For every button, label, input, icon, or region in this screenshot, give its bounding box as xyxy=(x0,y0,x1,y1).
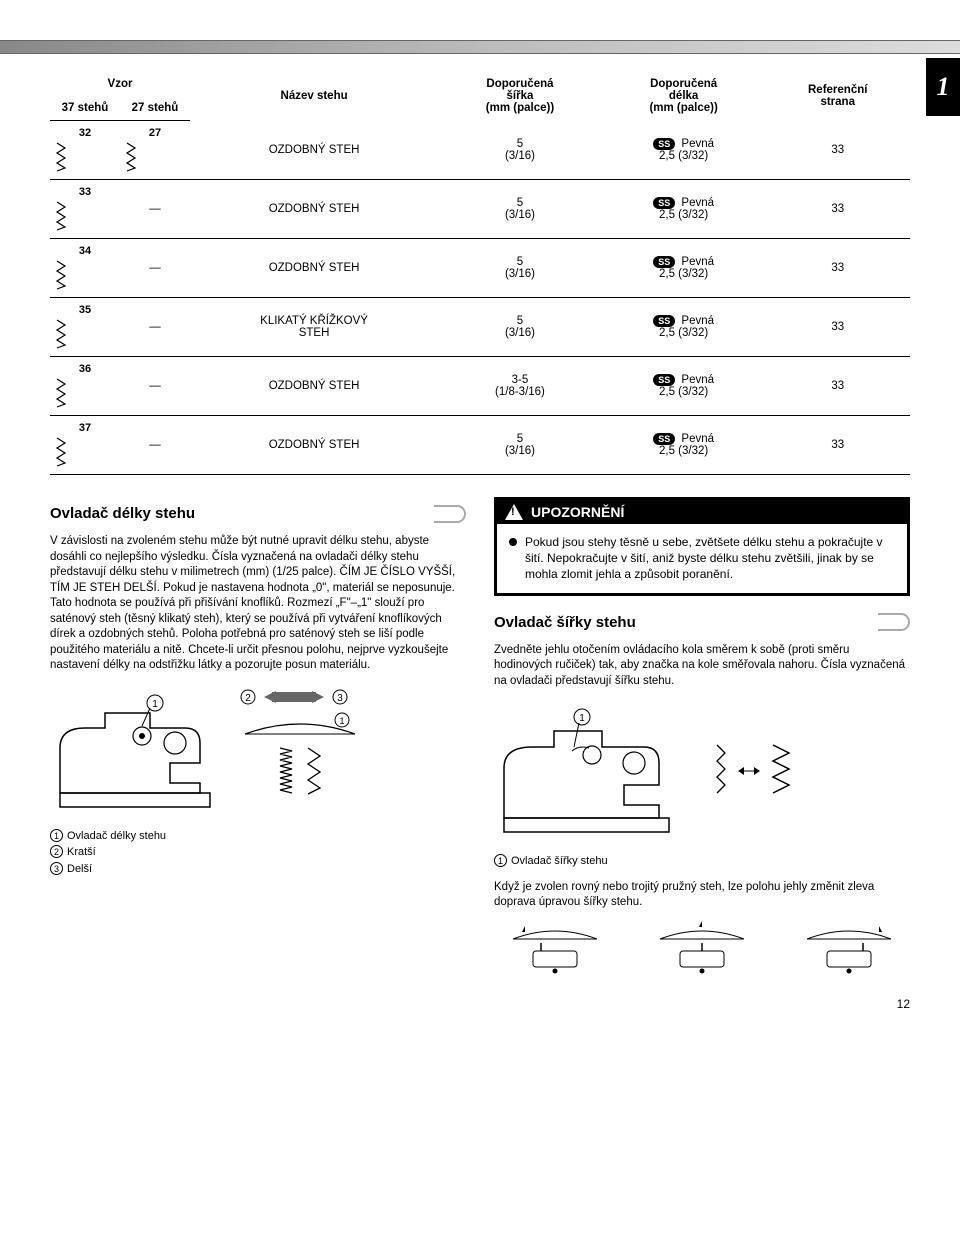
page-number: 12 xyxy=(50,997,910,1011)
th-vzor: Vzor xyxy=(50,72,190,96)
svg-text:2: 2 xyxy=(245,693,251,704)
warning-heading: UPOZORNĚNÍ xyxy=(497,500,907,524)
callout-2-label: Kratší xyxy=(67,846,96,858)
th-delka: Doporučená délka (mm (palce)) xyxy=(602,72,766,121)
th-sirka: Doporučená šířka (mm (palce)) xyxy=(438,72,602,121)
table-row: 37—OZDOBNÝ STEH5 (3/16)SS Pevná2,5 (3/32… xyxy=(50,416,910,475)
dial-left-icon xyxy=(505,921,605,975)
width-illustration: 1 xyxy=(494,703,910,843)
warning-heading-text: UPOZORNĚNÍ xyxy=(531,504,624,520)
arrow-icon xyxy=(264,688,324,706)
svg-text:1: 1 xyxy=(579,713,585,724)
table-row: 3227OZDOBNÝ STEH5 (3/16)SS Pevná2,5 (3/3… xyxy=(50,121,910,180)
width-paragraph-1: Zvedněte jehlu otočením ovládacího kola … xyxy=(494,643,910,690)
table-row: 33—OZDOBNÝ STEH5 (3/16)SS Pevná2,5 (3/32… xyxy=(50,180,910,239)
width-paragraph-2: Když je zvolen rovný nebo trojitý pružný… xyxy=(494,880,910,911)
dial-center-icon xyxy=(652,921,752,975)
th-37: 37 stehů xyxy=(50,96,120,121)
section-width-heading: Ovladač šířky stehu xyxy=(494,614,910,631)
table-row: 34—OZDOBNÝ STEH5 (3/16)SS Pevná2,5 (3/32… xyxy=(50,239,910,298)
callout-3-icon: 3 xyxy=(332,689,348,705)
callout-1-label: Ovladač délky stehu xyxy=(67,830,166,842)
chapter-tab: 1 xyxy=(926,58,960,116)
section-length-heading: Ovladač délky stehu xyxy=(50,505,466,522)
width-callout-1-label: Ovladač šířky stehu xyxy=(511,855,608,867)
table-row: 36—OZDOBNÝ STEH3-5 (1/8-3/16)SS Pevná2,5… xyxy=(50,357,910,416)
stitch-table: Vzor Název stehu Doporučená šířka (mm (p… xyxy=(50,72,910,475)
svg-text:3: 3 xyxy=(337,693,343,704)
th-nazev: Název stehu xyxy=(190,72,438,121)
callout-2-icon: 2 xyxy=(240,689,256,705)
svg-text:1: 1 xyxy=(152,699,158,710)
sewing-machine-width-icon: 1 xyxy=(494,703,694,843)
length-illustration: 1 2 3 1 xyxy=(50,688,466,818)
bullet-icon xyxy=(509,538,517,546)
dial-right-icon xyxy=(799,921,899,975)
zigzag-loose-icon xyxy=(305,746,323,796)
zigzag-wide-icon xyxy=(770,743,792,799)
double-arrow-icon xyxy=(738,765,760,777)
warning-box: UPOZORNĚNÍ Pokud jsou stehy těsně u sebe… xyxy=(494,497,910,596)
needle-position-dials xyxy=(494,921,910,975)
length-paragraph: V závislosti na zvoleném stehu může být … xyxy=(50,534,466,674)
zigzag-tight-icon xyxy=(277,746,295,796)
width-callouts: 1Ovladač šířky stehu xyxy=(494,853,910,870)
dial-strip-icon: 1 xyxy=(240,712,360,738)
warning-text: Pokud jsou stehy těsně u sebe, zvětšete … xyxy=(525,534,895,583)
svg-text:1: 1 xyxy=(339,716,344,726)
callout-3-label: Delší xyxy=(67,863,92,875)
th-ref: Referenční strana xyxy=(765,72,910,121)
table-row: 35—KLIKATÝ KŘÍŽKOVÝ STEH5 (3/16)SS Pevná… xyxy=(50,298,910,357)
header-gradient-bar xyxy=(0,40,960,54)
th-27: 27 stehů xyxy=(120,96,190,121)
sewing-machine-icon: 1 xyxy=(50,688,220,818)
warning-icon xyxy=(505,504,523,520)
zigzag-narrow-icon xyxy=(714,743,728,799)
length-callouts: 1Ovladač délky stehu 2Kratší 3Delší xyxy=(50,828,466,878)
